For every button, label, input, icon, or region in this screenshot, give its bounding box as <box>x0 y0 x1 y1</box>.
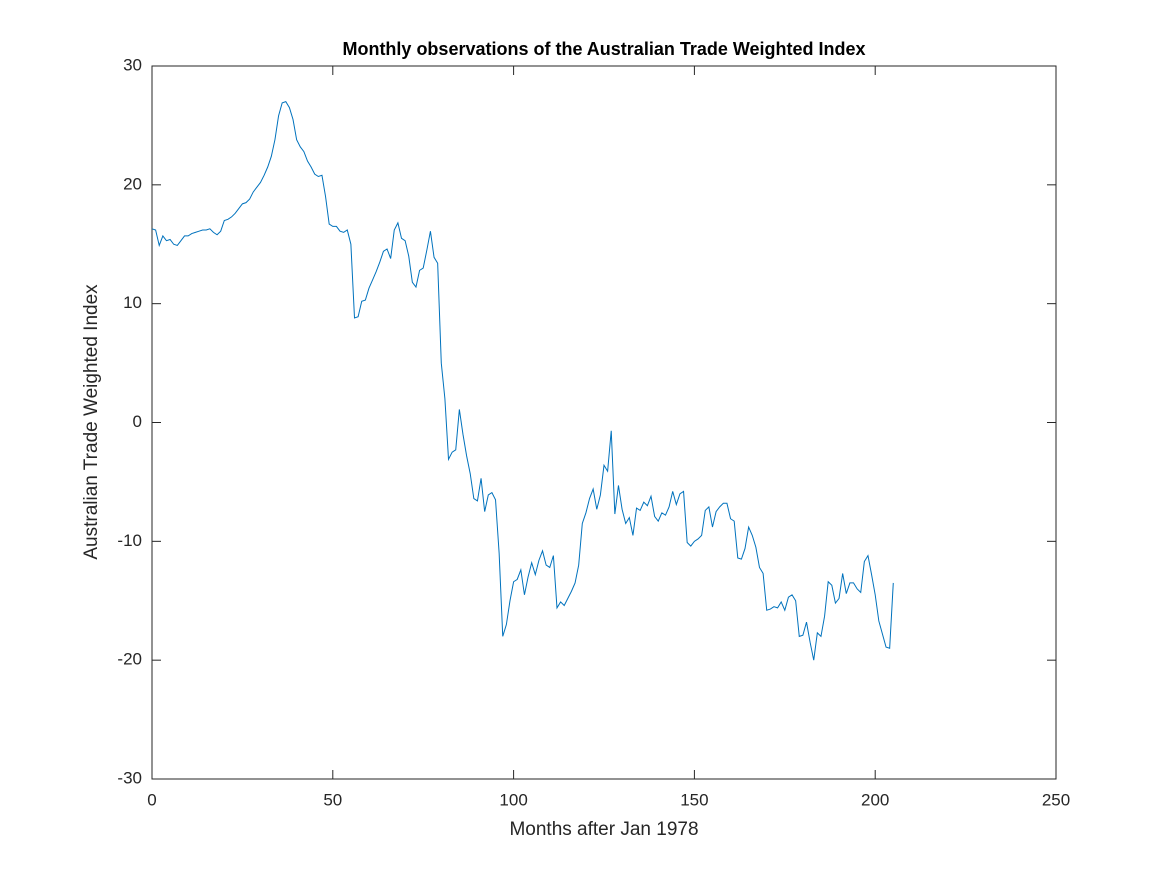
y-tick-label: -10 <box>117 531 142 550</box>
data-line <box>151 101 894 661</box>
x-tick-label: 250 <box>1042 790 1070 809</box>
plot-frame <box>151 65 1057 780</box>
y-axis-label: Australian Trade Weighted Index <box>81 284 102 560</box>
y-tick-label: 30 <box>123 55 142 74</box>
x-tick-label: 50 <box>323 790 342 809</box>
y-tick-label: 20 <box>123 174 142 193</box>
x-axis-label: Months after Jan 1978 <box>509 819 698 840</box>
y-tick-label: 0 <box>133 412 142 431</box>
chart-title: Monthly observations of the Australian T… <box>342 39 865 59</box>
y-tick-label: 10 <box>123 293 142 312</box>
x-tick-label: 150 <box>680 790 708 809</box>
x-tick-label: 100 <box>499 790 527 809</box>
y-tick-label: -30 <box>117 768 142 787</box>
x-tick-label: 200 <box>861 790 889 809</box>
y-tick-label: -20 <box>117 650 142 669</box>
x-tick-label: 0 <box>147 790 156 809</box>
